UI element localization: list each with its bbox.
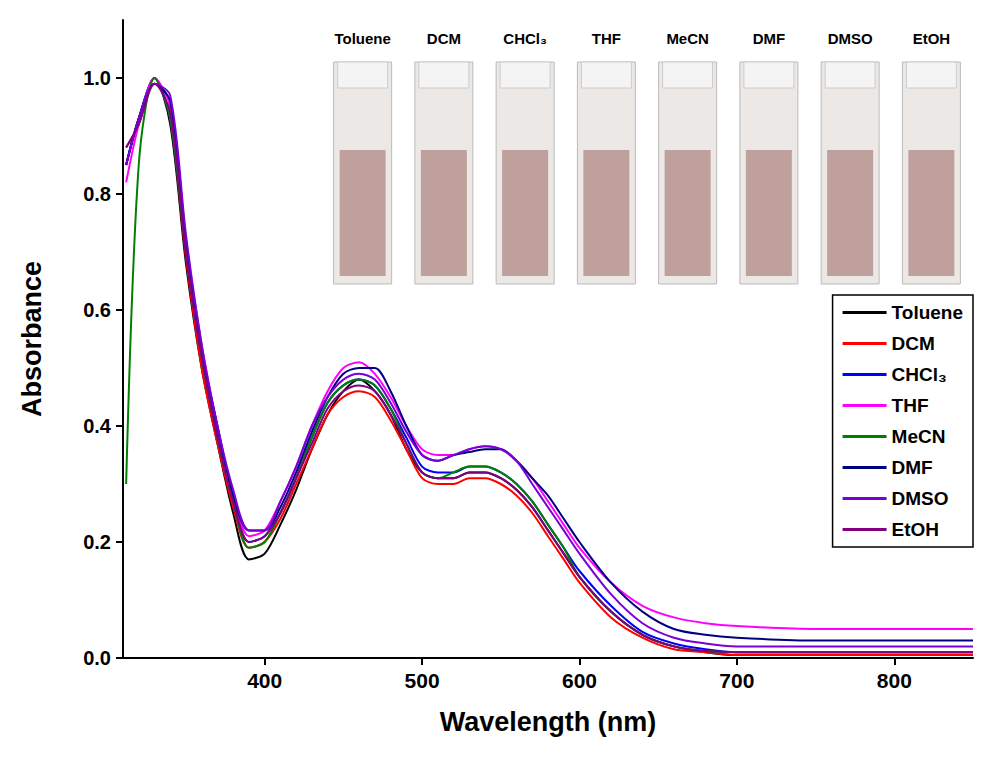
svg-text:DMSO: DMSO bbox=[892, 488, 949, 509]
svg-text:1.0: 1.0 bbox=[83, 67, 111, 89]
svg-text:Wavelength (nm): Wavelength (nm) bbox=[440, 707, 657, 737]
svg-text:800: 800 bbox=[877, 669, 912, 692]
svg-text:0.8: 0.8 bbox=[83, 183, 111, 205]
svg-text:MeCN: MeCN bbox=[892, 426, 946, 447]
svg-text:THF: THF bbox=[892, 395, 929, 416]
svg-text:0.6: 0.6 bbox=[83, 299, 111, 321]
svg-text:EtOH: EtOH bbox=[913, 30, 951, 47]
svg-text:DMSO: DMSO bbox=[828, 30, 873, 47]
svg-text:500: 500 bbox=[405, 669, 440, 692]
svg-text:400: 400 bbox=[247, 669, 282, 692]
svg-text:Absorbance: Absorbance bbox=[17, 261, 47, 417]
svg-text:0.0: 0.0 bbox=[83, 647, 111, 669]
svg-text:Toluene: Toluene bbox=[334, 30, 390, 47]
svg-text:Toluene: Toluene bbox=[892, 302, 963, 323]
svg-text:CHCl₃: CHCl₃ bbox=[503, 30, 547, 47]
svg-text:DCM: DCM bbox=[427, 30, 461, 47]
svg-text:600: 600 bbox=[562, 669, 597, 692]
svg-text:0.4: 0.4 bbox=[83, 415, 112, 437]
svg-text:DMF: DMF bbox=[892, 457, 933, 478]
svg-text:DMF: DMF bbox=[753, 30, 786, 47]
svg-text:MeCN: MeCN bbox=[666, 30, 709, 47]
svg-text:0.2: 0.2 bbox=[83, 531, 111, 553]
svg-text:THF: THF bbox=[592, 30, 621, 47]
svg-text:DCM: DCM bbox=[892, 333, 935, 354]
svg-text:EtOH: EtOH bbox=[892, 519, 940, 540]
svg-text:700: 700 bbox=[719, 669, 754, 692]
svg-text:CHCl₃: CHCl₃ bbox=[892, 364, 947, 385]
